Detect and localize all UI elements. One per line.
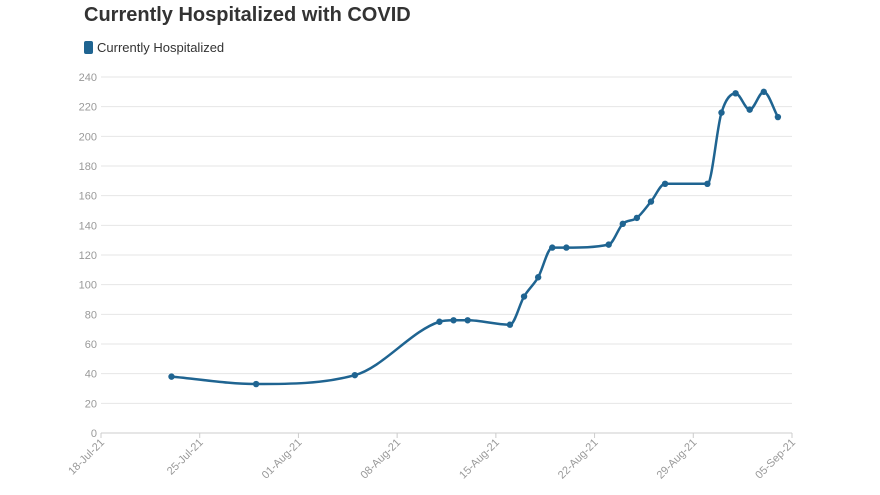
- data-point: [746, 106, 753, 113]
- data-point: [549, 244, 556, 251]
- y-tick-label: 240: [79, 72, 97, 84]
- chart-title: Currently Hospitalized with COVID: [84, 4, 411, 26]
- x-tick-label: 05-Sep-21: [753, 437, 798, 482]
- y-tick-label: 140: [79, 220, 97, 232]
- y-tick-label: 200: [79, 131, 97, 143]
- x-tick-label: 29-Aug-21: [655, 437, 700, 482]
- data-point: [252, 380, 260, 388]
- data-point: [704, 180, 711, 187]
- data-point: [506, 321, 514, 328]
- data-point: [534, 274, 542, 281]
- x-tick-label: 08-Aug-21: [358, 437, 403, 482]
- data-point: [464, 317, 471, 324]
- y-tick-label: 160: [79, 191, 97, 203]
- y-tick-label: 120: [79, 250, 97, 262]
- data-point: [168, 373, 175, 380]
- x-tick-label: 15-Aug-21: [457, 437, 502, 482]
- y-tick-label: 0: [91, 428, 97, 440]
- y-tick-label: 60: [85, 339, 97, 351]
- legend[interactable]: Currently Hospitalized: [84, 40, 224, 55]
- x-tick-label: 22-Aug-21: [556, 437, 601, 482]
- data-point: [351, 371, 359, 379]
- y-tick-label: 20: [85, 398, 97, 410]
- data-point: [732, 90, 739, 97]
- data-point: [605, 241, 612, 248]
- data-point: [436, 318, 443, 325]
- y-tick-label: 220: [79, 102, 97, 114]
- y-tick-label: 180: [79, 161, 97, 173]
- data-point: [633, 214, 641, 222]
- data-point: [619, 220, 626, 228]
- data-point: [520, 293, 528, 300]
- series-line: [170, 90, 780, 386]
- data-point: [718, 109, 725, 116]
- data-point: [450, 317, 457, 324]
- x-tick-label: 25-Jul-21: [165, 437, 206, 478]
- data-point: [563, 244, 570, 251]
- data-point: [760, 88, 767, 96]
- data-point: [774, 113, 782, 121]
- y-tick-label: 80: [85, 309, 97, 321]
- data-point: [661, 180, 669, 187]
- legend-swatch: [84, 41, 93, 54]
- x-tick-label: 18-Jul-21: [66, 437, 107, 478]
- legend-label: Currently Hospitalized: [97, 40, 225, 55]
- data-point: [647, 198, 655, 205]
- y-tick-label: 100: [79, 280, 97, 292]
- x-tick-label: 01-Aug-21: [260, 437, 305, 482]
- y-tick-label: 40: [85, 369, 97, 381]
